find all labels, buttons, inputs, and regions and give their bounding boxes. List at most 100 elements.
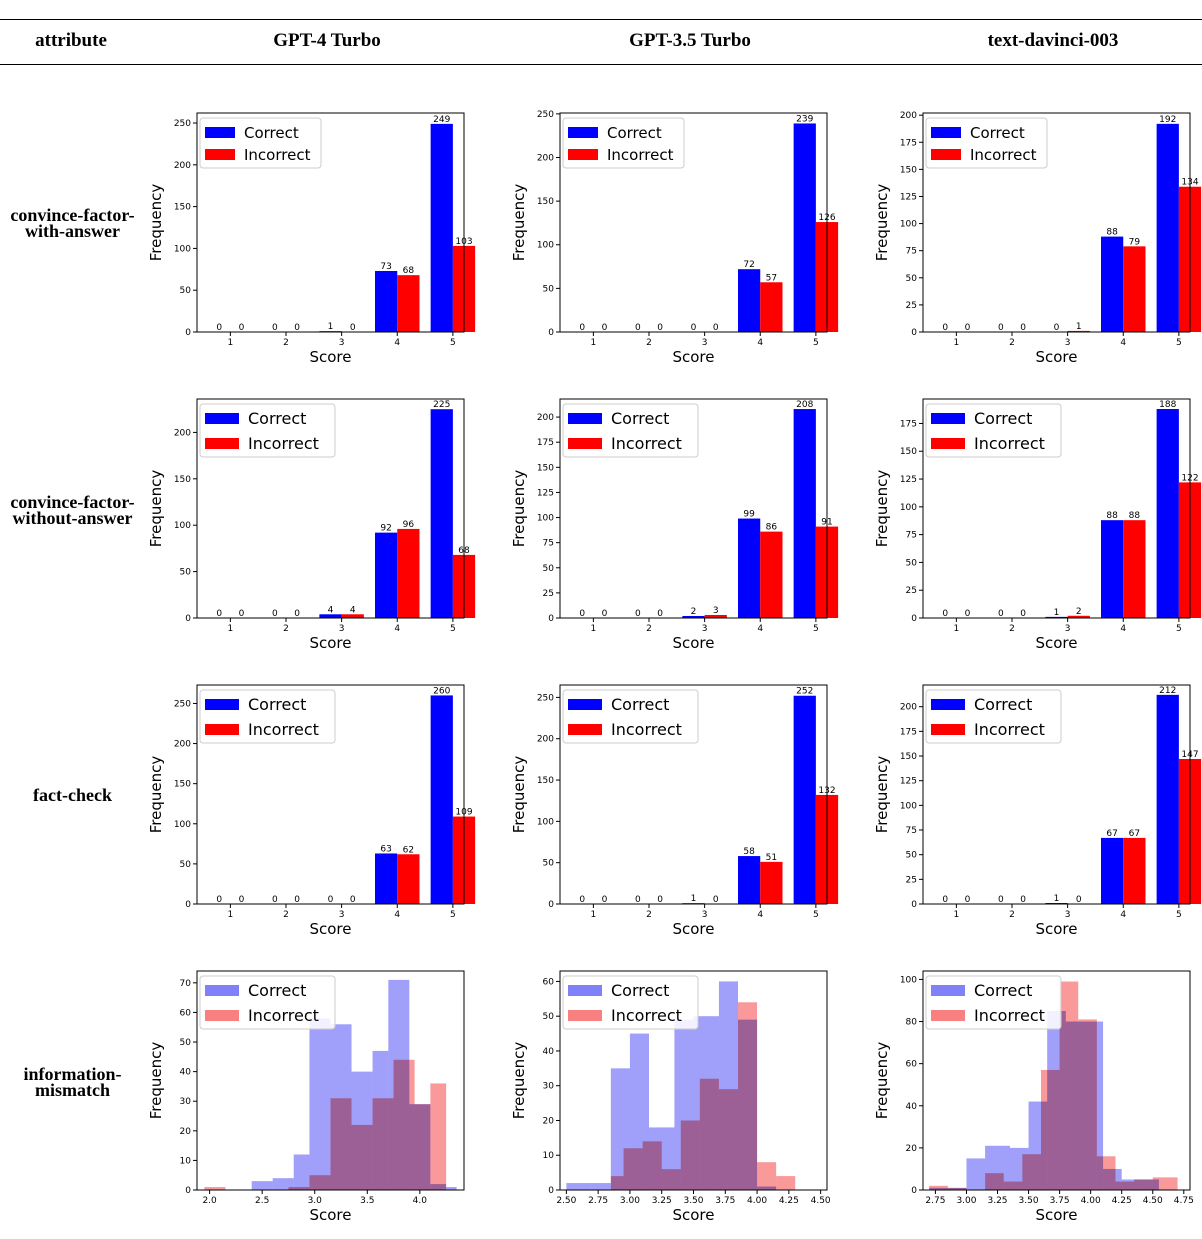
y-tick-label: 0: [911, 900, 917, 910]
bar-value-label: 0: [657, 895, 663, 905]
y-tick-label: 125: [900, 777, 917, 787]
bar-value-label: 79: [1129, 237, 1141, 247]
bar-value-label: 0: [602, 609, 608, 619]
legend-label-incorrect: Incorrect: [974, 434, 1045, 453]
legend-label-incorrect: Incorrect: [607, 146, 674, 164]
hist-bin-incorrect: [1059, 981, 1079, 1190]
bar-value-label: 0: [239, 609, 245, 619]
legend-swatch-correct: [931, 699, 965, 710]
bar-value-label: 0: [579, 895, 585, 905]
x-tick-label: 3.50: [683, 1196, 703, 1206]
column-header-text-davinci-003: text-davinci-003: [987, 30, 1119, 51]
x-axis-label: Score: [672, 920, 714, 938]
legend-label-correct: Correct: [611, 695, 669, 714]
y-tick-label: 50: [180, 286, 192, 296]
hist-bin-incorrect: [430, 1083, 447, 1190]
bar-value-label: 0: [272, 323, 278, 333]
y-tick-label: 50: [543, 564, 555, 574]
legend-swatch-incorrect: [568, 724, 602, 735]
y-tick-label: 0: [548, 1186, 554, 1196]
x-axis-label: Score: [309, 348, 351, 366]
y-tick-label: 200: [537, 153, 554, 163]
x-tick-label: 2: [646, 910, 652, 920]
row-label-line: convince-factor-: [10, 492, 135, 512]
x-axis-label: Score: [309, 920, 351, 938]
y-tick-label: 250: [537, 693, 554, 703]
x-tick-label: 5: [450, 910, 456, 920]
x-tick-label: 4: [757, 910, 763, 920]
x-tick-label: 3: [1065, 910, 1071, 920]
x-tick-label: 4.50: [1143, 1196, 1163, 1206]
legend-swatch-incorrect: [568, 438, 602, 449]
y-tick-label: 80: [906, 1018, 918, 1028]
y-tick-label: 150: [174, 203, 191, 213]
legend-label-incorrect: Incorrect: [248, 1006, 319, 1025]
axes-frame: [196, 398, 465, 619]
y-tick-label: 150: [174, 475, 191, 485]
bar-incorrect-score-4: [1123, 520, 1146, 618]
chart-panel-3-1: 2.50 2.75 3.00 3.25 3.50 3.75 4.00 4.25 4.50 0 10 2…: [510, 970, 831, 1224]
axes-frame: [922, 112, 1191, 333]
bar-incorrect-score-3: [1067, 615, 1090, 618]
y-tick-label: 175: [900, 419, 917, 429]
header-rule: [0, 64, 1202, 65]
hist-bin-incorrect: [757, 1162, 777, 1190]
legend-label-correct: Correct: [607, 124, 662, 142]
y-tick-label: 150: [900, 165, 917, 175]
x-tick-label: 2: [1009, 624, 1015, 634]
bar-value-label: 249: [433, 115, 450, 125]
bar-value-label: 0: [691, 323, 697, 333]
hist-bin-correct: [309, 1018, 331, 1190]
bar-correct-score-4: [1101, 520, 1124, 618]
bar-value-label: 58: [743, 847, 755, 857]
hist-bin-incorrect: [985, 1173, 1004, 1190]
bar-value-label: 0: [965, 323, 971, 333]
y-tick-label: 200: [174, 428, 191, 438]
bar-value-label: 1: [1054, 608, 1060, 618]
bar-correct-score-5: [1156, 694, 1179, 904]
hist-bin-incorrect: [947, 1187, 967, 1190]
bar-incorrect-score-3: [704, 614, 727, 618]
y-tick-label: 0: [185, 1186, 191, 1196]
x-tick-label: 2.75: [925, 1196, 945, 1206]
bar-incorrect-score-4: [760, 861, 783, 904]
bar-value-label: 67: [1129, 829, 1140, 839]
legend: Correct Incorrect: [199, 975, 336, 1030]
row-label-information-mismatch: information-mismatch: [0, 1065, 145, 1099]
legend-label-incorrect: Incorrect: [974, 720, 1045, 739]
bar-incorrect-score-3: [341, 614, 364, 618]
x-tick-label: 2: [1009, 910, 1015, 920]
legend-swatch-incorrect: [205, 1010, 239, 1021]
x-tick-label: 4.50: [811, 1196, 831, 1206]
legend: Correct Incorrect: [925, 403, 1062, 458]
x-tick-label: 5: [450, 624, 456, 634]
bar-correct-score-4: [738, 518, 761, 618]
x-tick-label: 3: [1065, 338, 1071, 348]
x-tick-label: 3.50: [1019, 1196, 1039, 1206]
legend-swatch-correct: [205, 985, 239, 996]
bar-value-label: 0: [272, 609, 278, 619]
y-axis-label: Frequency: [510, 184, 528, 262]
x-tick-label: 4: [394, 338, 400, 348]
x-tick-label: 1: [591, 338, 597, 348]
row-label-convince-without-answer: convince-factor-without-answer: [0, 492, 145, 527]
y-tick-label: 100: [900, 975, 917, 985]
bar-value-label: 68: [403, 266, 415, 276]
bar-value-label: 0: [294, 323, 300, 333]
bar-correct-score-5: [430, 409, 453, 618]
legend: Correct Incorrect: [562, 689, 699, 744]
bar-value-label: 0: [965, 609, 971, 619]
legend-swatch-correct: [205, 413, 239, 424]
legend: Correct Incorrect: [562, 403, 699, 458]
x-tick-label: 4: [394, 624, 400, 634]
hist-bin-incorrect: [738, 1002, 758, 1190]
y-axis-label: Frequency: [510, 1042, 528, 1120]
bar-value-label: 0: [998, 323, 1004, 333]
x-tick-label: 3.25: [652, 1196, 672, 1206]
x-tick-label: 1: [228, 624, 234, 634]
bar-incorrect-score-4: [760, 531, 783, 618]
x-tick-label: 5: [813, 338, 819, 348]
legend-swatch-correct: [568, 699, 602, 710]
bar-correct-score-4: [738, 269, 761, 332]
